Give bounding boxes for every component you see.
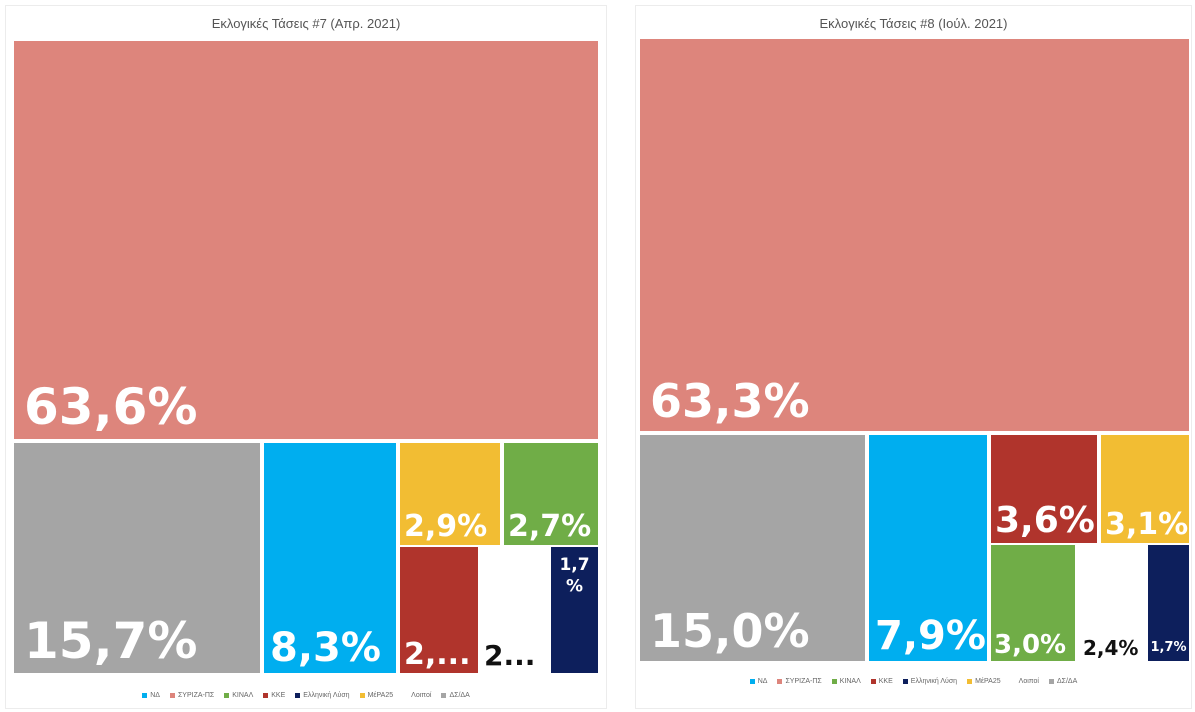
legend-label: ΝΔ <box>757 678 768 685</box>
legend-label: ΜέΡΑ25 <box>975 678 1001 685</box>
legend-marker <box>263 692 269 698</box>
treemap-tile <box>1101 435 1189 543</box>
treemap-tile <box>869 435 987 661</box>
data-label: 15,0% <box>650 604 810 658</box>
treemap-tile <box>1078 545 1144 661</box>
legend-item: Ελληνική Λύση <box>295 692 350 699</box>
legend-item: ΚΚΕ <box>870 678 893 685</box>
legend-marker <box>902 678 908 684</box>
data-label: 2,7% <box>508 509 591 544</box>
chart-panel-right: Εκλογικές Τάσεις #8 (Ιούλ. 2021) 63,3% 15… <box>635 5 1192 709</box>
treemap-tile <box>14 41 598 439</box>
legend-item: ΚΙΝΑΛ <box>224 692 253 699</box>
legend-marker <box>1010 678 1016 684</box>
treemap: 63,3% 15,0% 7,9% 3,6% 3,1% 3,0% 2,4% 1,7% <box>640 39 1189 661</box>
data-label: 2,4% <box>1083 636 1138 660</box>
legend-marker <box>777 678 783 684</box>
legend-label: ΚΙΝΑΛ <box>839 678 861 685</box>
legend-marker <box>870 678 876 684</box>
treemap-tile <box>991 545 1075 661</box>
data-label: 3,1% <box>1105 507 1188 542</box>
chart-panel-left: Εκλογικές Τάσεις #7 (Απρ. 2021) 63,6% 15,… <box>5 5 607 709</box>
legend-item: ΚΚΕ <box>263 692 285 699</box>
data-label: 15,7% <box>24 612 197 670</box>
legend-label: ΔΣ/ΔΑ <box>1056 678 1078 685</box>
legend: ΝΔ ΣΥΡΙΖΑ-ΠΣ ΚΙΝΑΛ ΚΚΕ Ελληνική Λύση ΜέΡΑ25 Λο… <box>6 692 606 699</box>
legend-item: ΔΣ/ΔΑ <box>1048 678 1078 685</box>
treemap-tile <box>640 435 865 661</box>
treemap-tile <box>504 443 598 545</box>
legend-item: Ελληνική Λύση <box>902 678 958 685</box>
data-label: 63,3% <box>650 374 810 428</box>
data-label: 1,7% <box>559 555 589 596</box>
legend-marker <box>403 692 409 698</box>
chart-title: Εκλογικές Τάσεις #7 (Απρ. 2021) <box>211 16 401 31</box>
legend-item: ΝΔ <box>749 678 768 685</box>
legend-marker <box>967 678 973 684</box>
legend-marker <box>224 692 230 698</box>
legend-label: ΔΣ/ΔΑ <box>449 692 470 699</box>
legend-marker <box>295 692 301 698</box>
treemap-tile <box>400 443 500 545</box>
legend-label: ΚΚΕ <box>271 692 286 699</box>
legend-marker <box>142 692 148 698</box>
legend: ΝΔ ΣΥΡΙΖΑ-ΠΣ ΚΙΝΑΛ ΚΚΕ Ελληνική Λύση ΜέΡΑ25 Λο… <box>636 678 1191 685</box>
legend-marker <box>1048 678 1054 684</box>
data-label: 1,7% <box>1150 640 1186 655</box>
legend-marker <box>359 692 365 698</box>
legend-item: Λοιποί <box>1010 678 1039 685</box>
legend-label: Λοιποί <box>411 692 432 699</box>
legend-label: ΝΔ <box>150 692 160 699</box>
treemap-tile <box>14 443 260 673</box>
legend-label: ΚΚΕ <box>878 678 893 685</box>
data-label: 8,3% <box>270 625 381 671</box>
legend-label: ΚΙΝΑΛ <box>232 692 254 699</box>
legend-marker <box>749 678 755 684</box>
legend-item: ΜέΡΑ25 <box>967 678 1001 685</box>
legend-item: Λοιποί <box>403 692 431 699</box>
data-label: 7,9% <box>875 613 986 659</box>
legend-item: ΚΙΝΑΛ <box>831 678 861 685</box>
data-label: 63,6% <box>24 378 197 436</box>
legend-label: Λοιποί <box>1018 678 1039 685</box>
legend-label: ΜέΡΑ25 <box>367 692 394 699</box>
legend-marker <box>441 692 447 698</box>
treemap-tile <box>640 39 1189 431</box>
treemap-tile <box>991 435 1097 543</box>
treemap-tile <box>551 547 598 673</box>
legend-label: Ελληνική Λύση <box>910 678 958 685</box>
legend-label: ΣΥΡΙΖΑ-ΠΣ <box>177 692 215 699</box>
chart-title: Εκλογικές Τάσεις #8 (Ιούλ. 2021) <box>819 16 1008 31</box>
treemap-tile <box>1148 545 1189 661</box>
treemap-tile <box>400 547 478 673</box>
treemap-tile <box>264 443 396 673</box>
legend-item: ΣΥΡΙΖΑ-ΠΣ <box>169 692 215 699</box>
legend-item: ΣΥΡΙΖΑ-ΠΣ <box>777 678 822 685</box>
legend-item: ΝΔ <box>142 692 160 699</box>
treemap-tile <box>480 547 546 673</box>
legend-marker <box>831 678 837 684</box>
treemap: 63,6% 15,7% 8,3% 2,9% 2,7% 2,... 2... 1,7% <box>14 41 598 673</box>
legend-label: Ελληνική Λύση <box>303 692 350 699</box>
data-label: 3,0% <box>994 630 1066 660</box>
data-label: 3,6% <box>995 500 1095 541</box>
legend-label: ΣΥΡΙΖΑ-ΠΣ <box>785 678 822 685</box>
legend-marker <box>169 692 175 698</box>
legend-item: ΔΣ/ΔΑ <box>441 692 470 699</box>
legend-item: ΜέΡΑ25 <box>359 692 394 699</box>
data-label: 2,... <box>404 637 470 672</box>
data-label: 2,9% <box>404 509 487 544</box>
data-label: 2... <box>484 639 535 672</box>
